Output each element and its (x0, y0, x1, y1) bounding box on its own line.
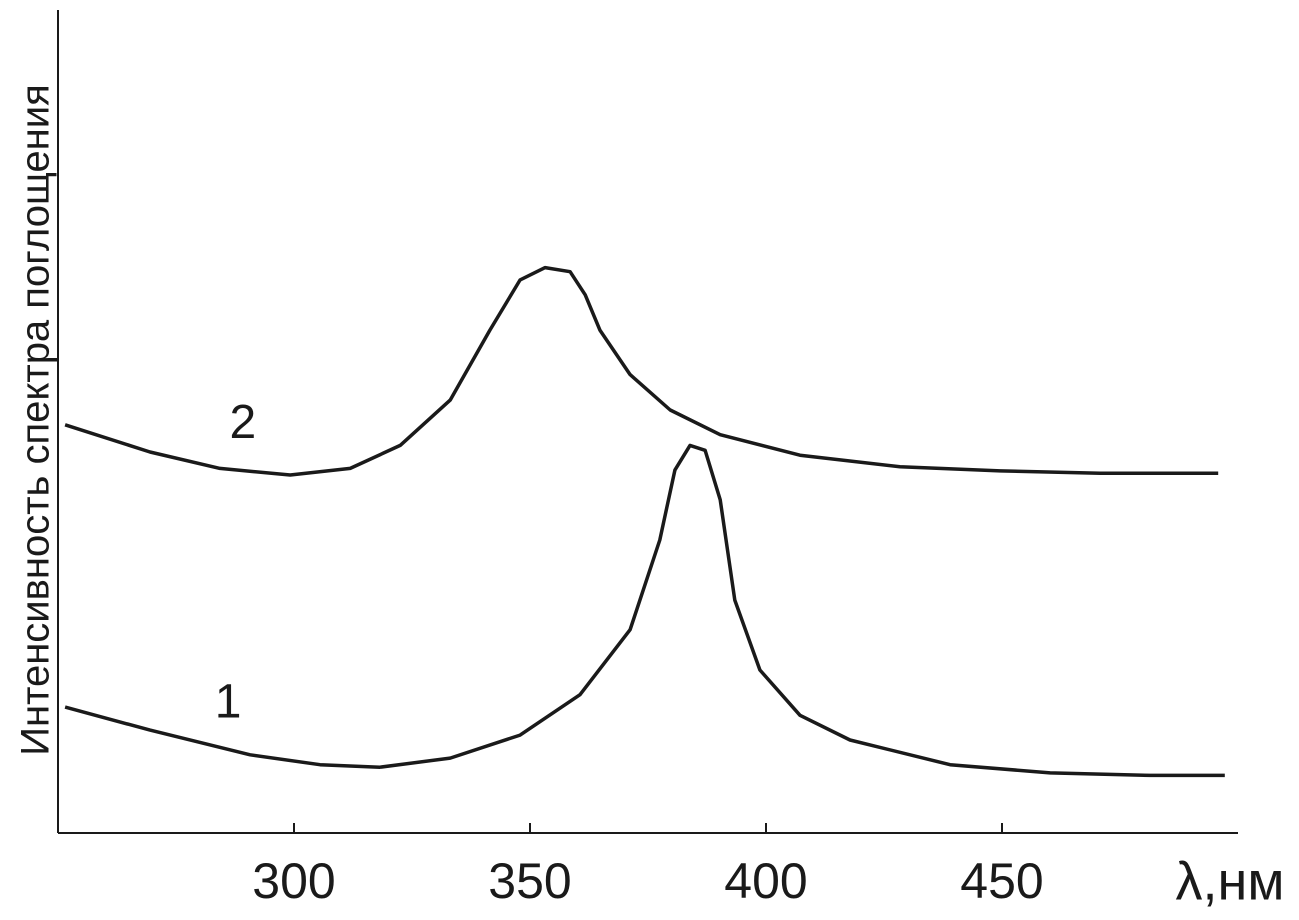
x-tick-label: 400 (724, 853, 807, 909)
x-axis-label: λ,нм (1176, 851, 1285, 911)
x-tick-label: 300 (252, 853, 335, 909)
y-axis-label: Интенсивность спектра поглощения (14, 84, 58, 755)
spectrum-line (64, 265, 1219, 477)
x-tick-label: 350 (488, 853, 571, 909)
series-label: 2 (230, 396, 257, 449)
spectrum-line (64, 443, 1225, 778)
series-label: 1 (215, 675, 242, 728)
x-tick-label: 450 (960, 853, 1043, 909)
